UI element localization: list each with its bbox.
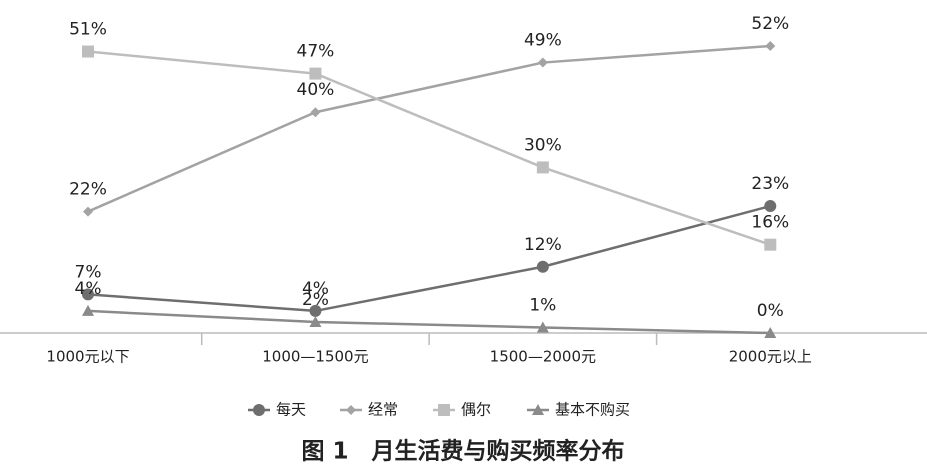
legend-item: 偶尔 — [433, 401, 491, 419]
legend-marker — [253, 404, 265, 416]
x-tick-label: 1500—2000元 — [490, 348, 596, 366]
data-point — [536, 161, 549, 174]
data-label: 12% — [524, 235, 562, 255]
legend-item: 经常 — [340, 401, 398, 419]
series-line — [87, 44, 771, 213]
legend-label: 偶尔 — [461, 401, 491, 419]
data-label: 49% — [524, 31, 562, 51]
legend-label: 每天 — [276, 401, 306, 419]
data-label: 7% — [75, 262, 102, 282]
series-line — [87, 50, 771, 246]
data-point — [83, 206, 93, 217]
data-point — [764, 327, 777, 338]
data-label: 16% — [751, 213, 789, 233]
legend-item: 基本不购买 — [527, 401, 630, 419]
data-point — [82, 304, 94, 316]
data-point — [537, 57, 548, 68]
data-label: 4% — [75, 279, 102, 299]
series-line — [87, 204, 771, 313]
data-label: 47% — [297, 42, 335, 62]
data-label: 1% — [529, 295, 556, 315]
data-point — [310, 107, 321, 118]
legend-label: 经常 — [368, 401, 398, 419]
legend-marker — [532, 404, 544, 415]
data-label: 51% — [69, 20, 107, 40]
legend-marker — [346, 405, 356, 415]
data-point — [309, 304, 322, 317]
data-point — [309, 67, 322, 80]
data-point — [764, 200, 777, 213]
data-label: 2% — [302, 290, 329, 310]
data-point — [536, 321, 549, 333]
data-label: 30% — [524, 135, 562, 155]
legend-item: 每天 — [248, 401, 306, 419]
x-tick-label: 1000—1500元 — [262, 348, 368, 366]
legend-label: 基本不购买 — [555, 401, 630, 419]
data-point — [82, 45, 94, 58]
x-tick-label: 2000元以上 — [729, 348, 812, 366]
data-label: 0% — [757, 301, 784, 321]
legend-marker — [438, 404, 450, 416]
data-point — [309, 315, 322, 327]
data-label: 22% — [69, 180, 107, 200]
data-point — [536, 260, 549, 273]
series-line — [87, 309, 771, 335]
data-point — [765, 41, 776, 51]
data-label: 40% — [297, 80, 335, 100]
data-label: 52% — [751, 14, 789, 34]
chart-title: 图 1 月生活费与购买频率分布 — [301, 438, 624, 465]
data-point — [82, 288, 94, 301]
x-tick-label: 1000元以下 — [46, 348, 129, 366]
data-label: 4% — [302, 279, 329, 299]
data-label: 23% — [751, 174, 789, 194]
data-point — [764, 238, 777, 251]
